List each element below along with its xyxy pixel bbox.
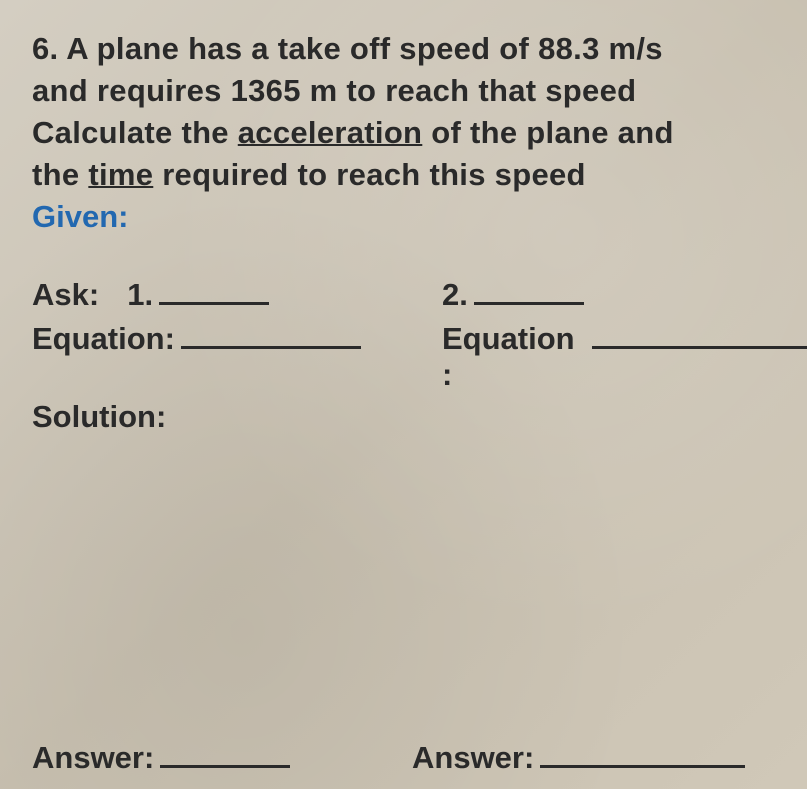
question-text: 6. A plane has a take off speed of 88.3 …	[32, 28, 775, 195]
question-line2: and requires 1365 m to reach that speed	[32, 73, 636, 108]
equation-label-right: Equation :	[442, 321, 586, 393]
ask-row: Ask: 1. 2.	[32, 277, 775, 313]
answer-blank-1[interactable]	[160, 740, 290, 768]
solution-label: Solution:	[32, 399, 775, 435]
question-line4-pre: the	[32, 157, 88, 192]
ask-number-1: 1.	[127, 277, 153, 313]
answer-label-2: Answer:	[412, 740, 534, 776]
ask-left: Ask: 1.	[32, 277, 442, 313]
ask-blank-2[interactable]	[474, 277, 584, 305]
question-line3-post: of the plane and	[422, 115, 673, 150]
question-line1: A plane has a take off speed of 88.3 m/s	[66, 31, 663, 66]
ask-blank-1[interactable]	[159, 277, 269, 305]
answer-blank-2[interactable]	[540, 740, 745, 768]
equation-row: Equation: Equation :	[32, 321, 775, 393]
answer-row: Answer: Answer:	[32, 740, 775, 776]
question-number: 6.	[32, 31, 58, 66]
question-line3-pre: Calculate the	[32, 115, 238, 150]
question-underlined-time: time	[88, 157, 153, 192]
answer-label-1: Answer:	[32, 740, 154, 776]
question-underlined-acceleration: acceleration	[238, 115, 423, 150]
equation-blank-1[interactable]	[181, 321, 361, 349]
ask-right: 2.	[442, 277, 584, 313]
equation-right-group: Equation :	[442, 321, 807, 393]
answer-left-group: Answer:	[32, 740, 412, 776]
ask-number-2: 2.	[442, 277, 468, 313]
question-line4-post: required to reach this speed	[153, 157, 585, 192]
answer-right-group: Answer:	[412, 740, 745, 776]
ask-label: Ask:	[32, 277, 99, 313]
given-label: Given:	[32, 199, 775, 235]
equation-blank-2[interactable]	[592, 321, 807, 349]
equation-left-group: Equation:	[32, 321, 442, 357]
equation-label-left: Equation:	[32, 321, 175, 357]
